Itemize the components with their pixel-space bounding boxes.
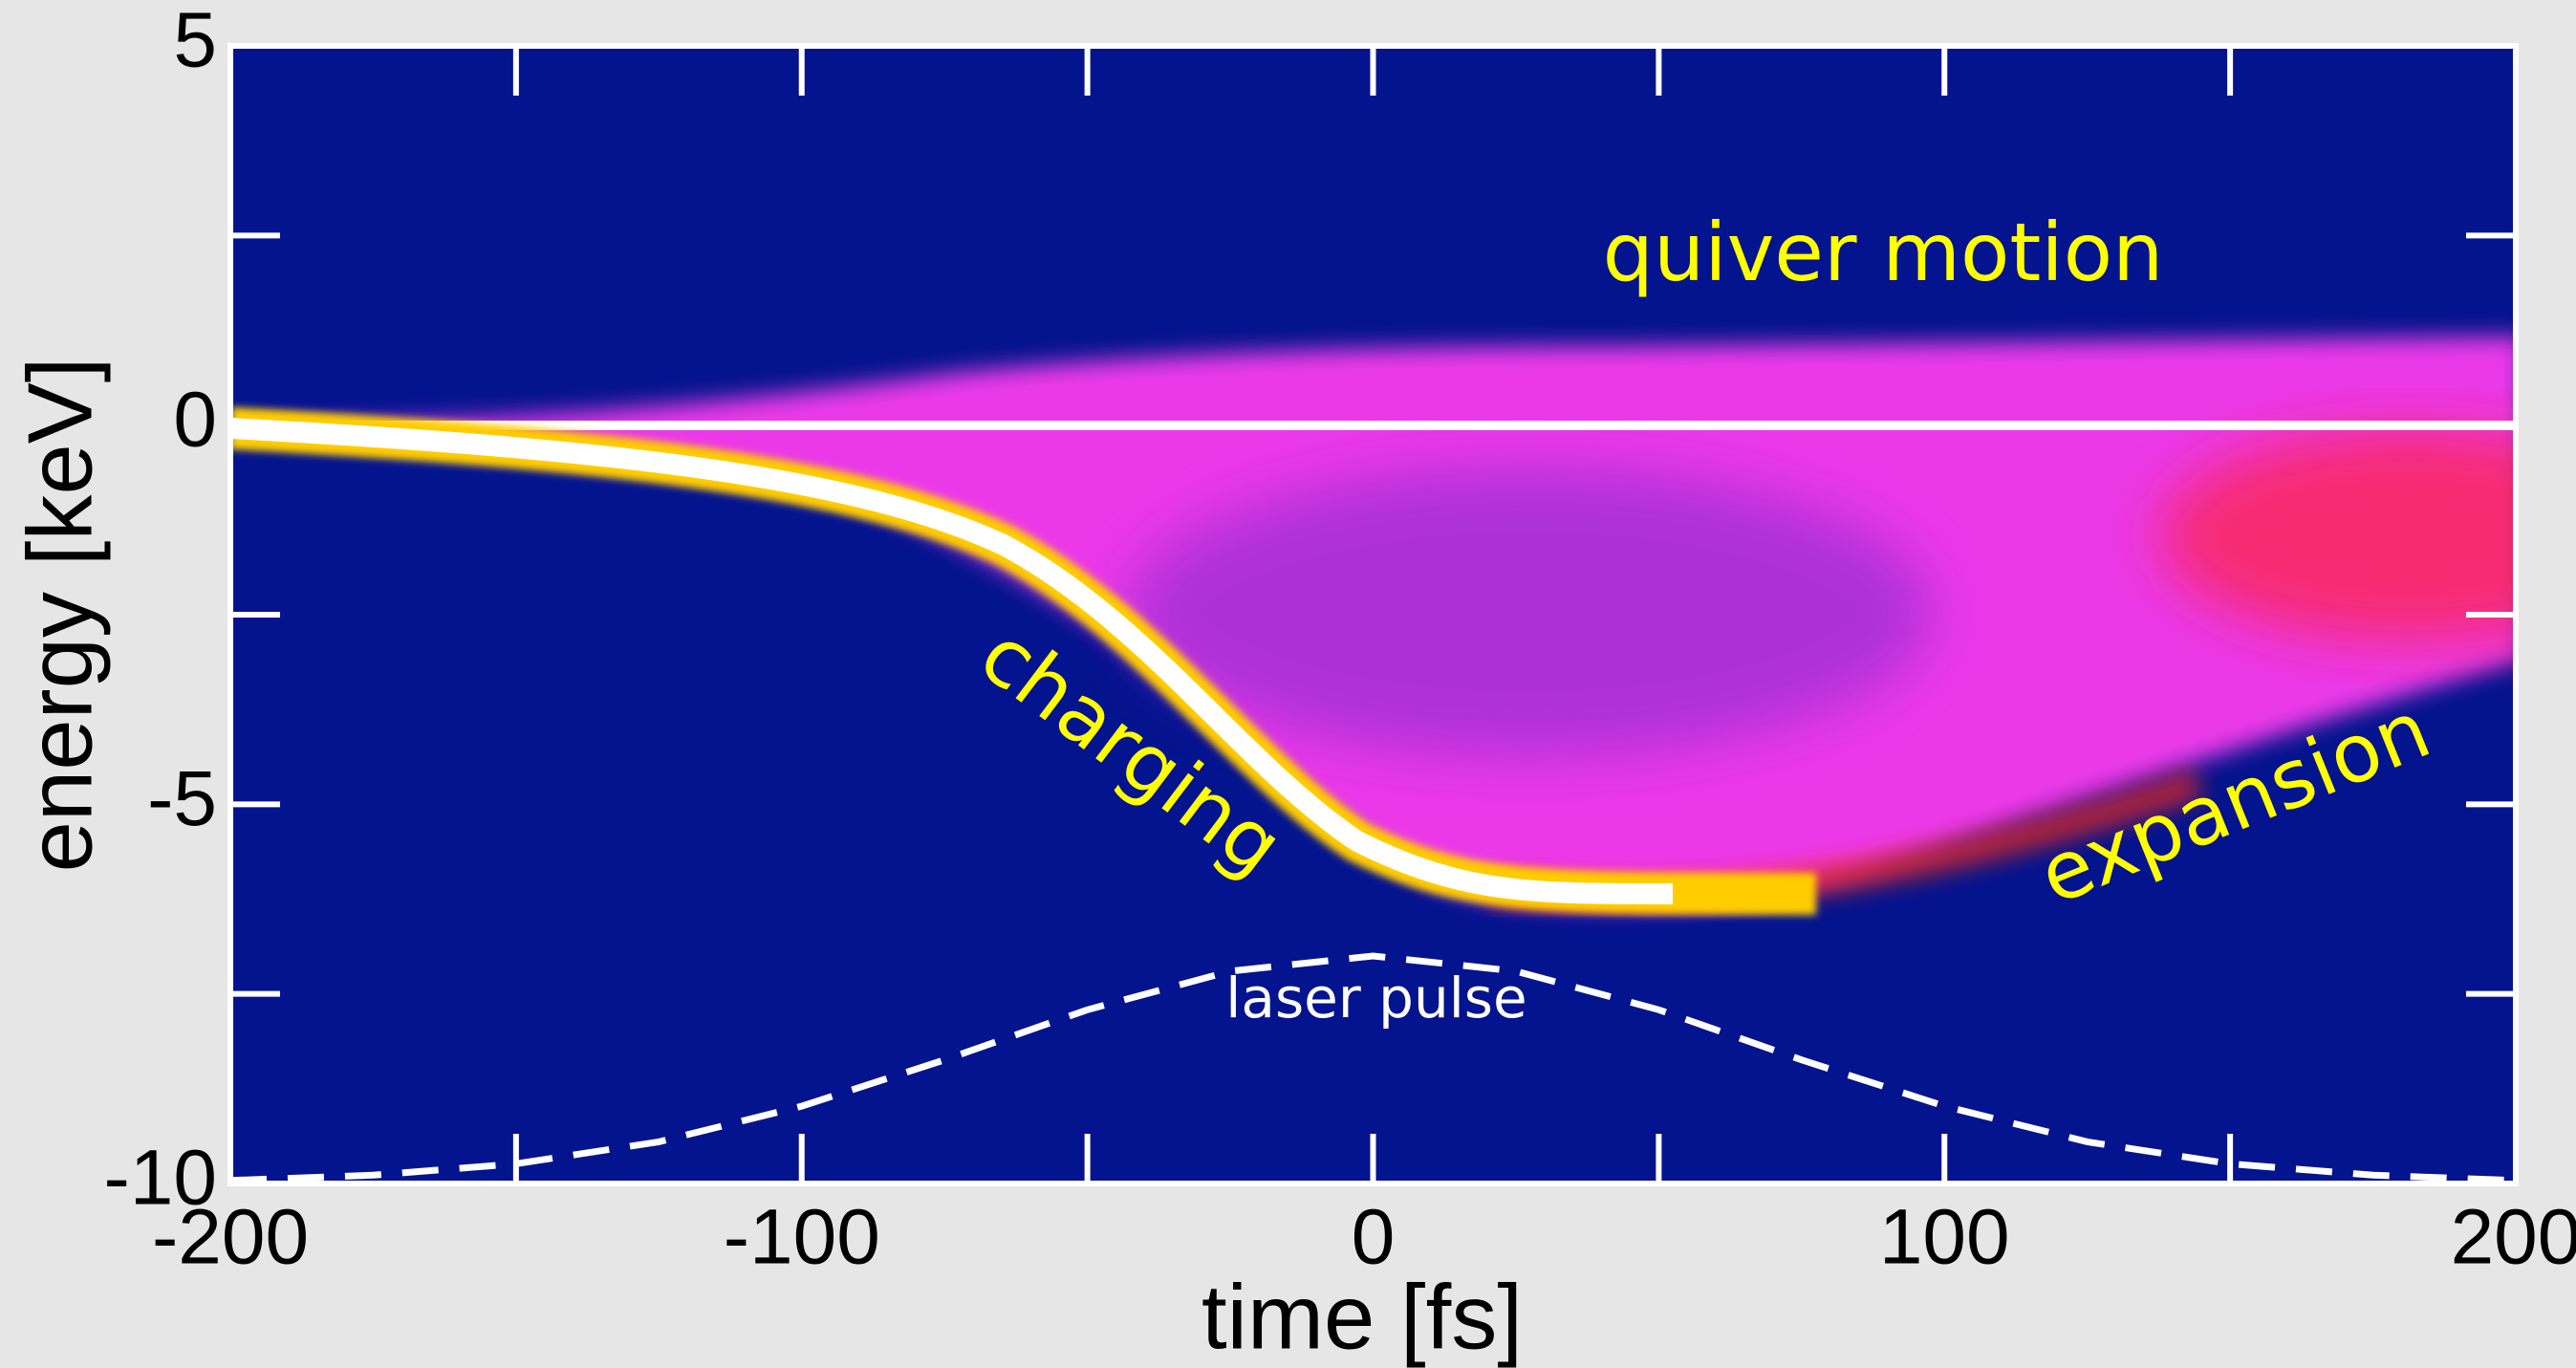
- plot-area: [227, 43, 2519, 1186]
- x-tick-label: -200: [152, 1194, 309, 1281]
- laser-pulse-curve: [229, 952, 2517, 1184]
- x-tick-label: 0: [1352, 1194, 1396, 1281]
- y-axis-label: energy [keV]: [9, 358, 111, 873]
- annotation: quiver motion: [1603, 206, 2164, 299]
- x-tick-label: -100: [724, 1194, 880, 1281]
- y-tick-label: -5: [147, 755, 217, 842]
- charging-band: [230, 418, 1674, 904]
- density-map: [230, 337, 2516, 915]
- y-tick-label: 5: [173, 0, 217, 84]
- x-tick-label: 100: [1879, 1194, 2010, 1281]
- x-tick-label: 200: [2451, 1194, 2576, 1281]
- x-axis-label: time [fs]: [1201, 1266, 1523, 1368]
- density-hot: [2160, 430, 2516, 641]
- density-core: [1128, 468, 1931, 755]
- annotation: laser pulse: [1225, 966, 1526, 1031]
- y-tick-label: 0: [173, 376, 217, 463]
- y-tick-label: -10: [103, 1135, 217, 1222]
